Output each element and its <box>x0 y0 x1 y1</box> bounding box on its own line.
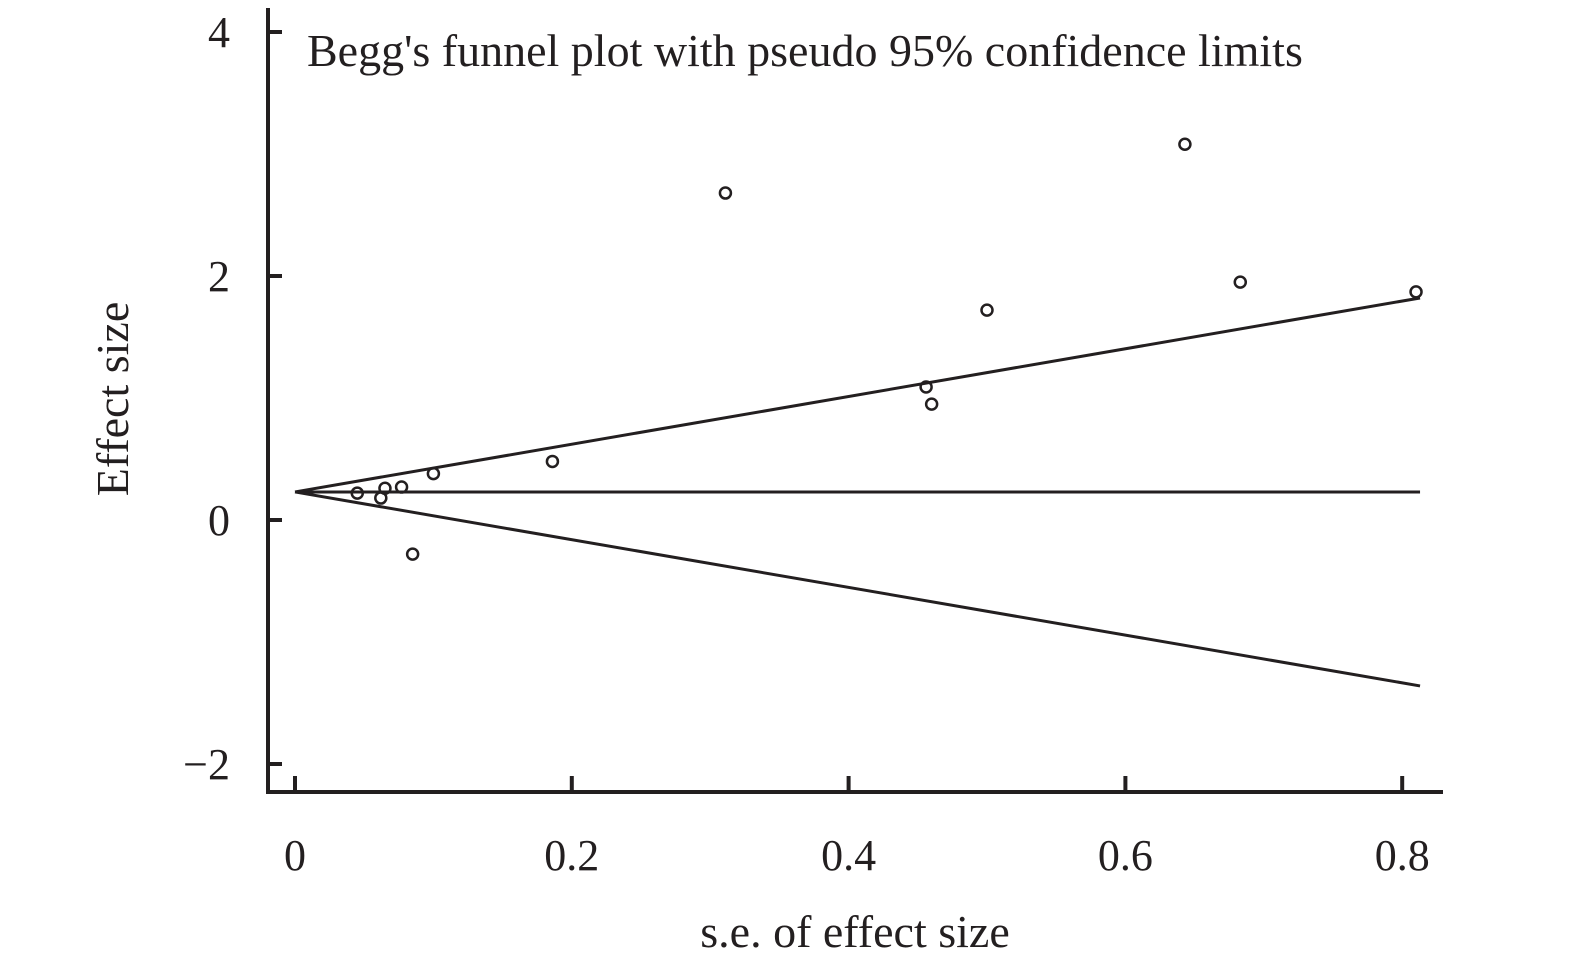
x-tick-label: 0.2 <box>544 831 599 880</box>
reference-lines <box>294 296 1421 688</box>
x-tick-label: 0.6 <box>1098 831 1153 880</box>
study-point <box>426 466 441 481</box>
y-axis-ticks: −2 0 2 4 <box>183 8 282 789</box>
x-tick-label: 0 <box>284 831 306 880</box>
upper-confidence-limit-line <box>294 296 1421 494</box>
x-tick-label: 0.8 <box>1375 831 1430 880</box>
study-point <box>919 380 933 394</box>
study-point <box>924 397 939 411</box>
study-point <box>980 303 994 317</box>
y-tick-label: 2 <box>208 252 230 301</box>
chart-title: Begg's funnel plot with pseudo 95% confi… <box>307 25 1303 76</box>
study-point <box>378 481 392 496</box>
y-tick-label: 4 <box>208 8 230 57</box>
study-point <box>1178 137 1192 151</box>
x-tick-label: 0.4 <box>821 831 876 880</box>
y-axis-label: Effect size <box>87 302 138 497</box>
study-point <box>718 186 733 200</box>
study-point <box>394 480 409 494</box>
y-tick-label: −2 <box>183 740 230 789</box>
study-point <box>350 486 365 500</box>
study-point <box>1409 285 1423 299</box>
study-point <box>1233 275 1248 289</box>
study-point <box>405 547 420 561</box>
y-tick-label: 0 <box>208 496 230 545</box>
data-points <box>350 137 1423 561</box>
x-axis-label: s.e. of effect size <box>700 906 1010 957</box>
x-axis-ticks: 0 0.2 0.4 0.6 0.8 <box>284 776 1430 880</box>
lower-confidence-limit-line <box>294 490 1421 688</box>
study-point <box>545 454 560 469</box>
